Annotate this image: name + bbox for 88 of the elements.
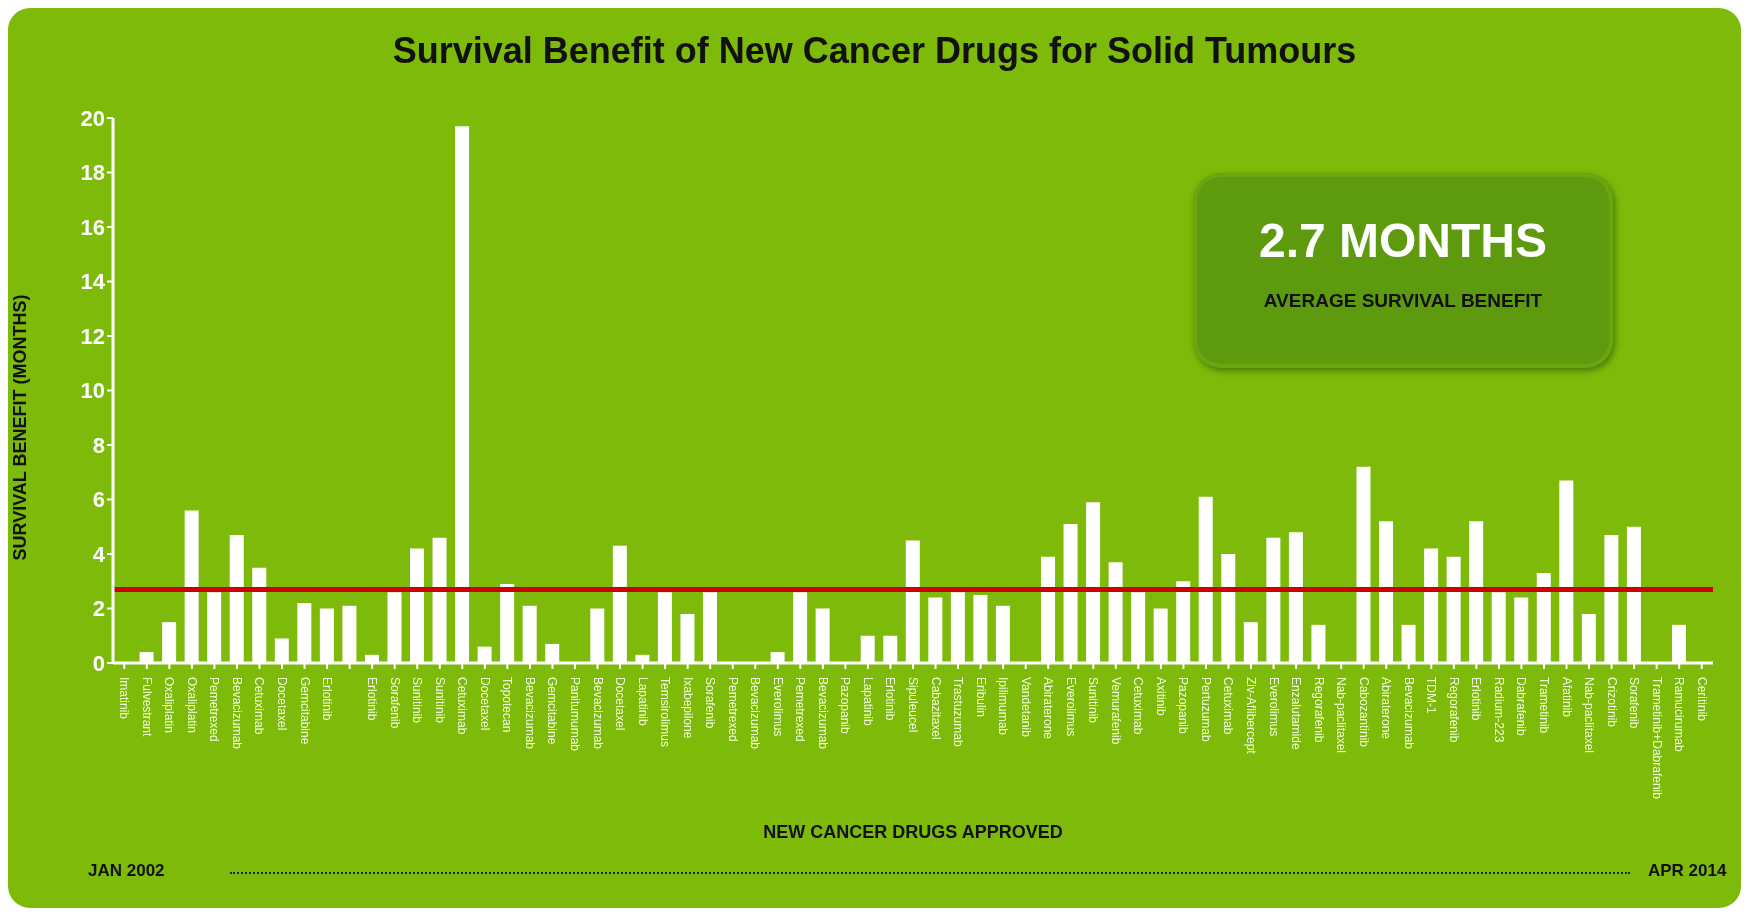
x-tick-label: Sorafenib: [1627, 677, 1642, 729]
y-tick-label: 0: [92, 650, 105, 676]
y-tick-label: 16: [80, 214, 105, 240]
x-tick-label: Dabrafenib: [1514, 677, 1529, 737]
x-tick-label: Oxaliplatin: [184, 677, 199, 734]
x-tick-label: Lapatinib: [635, 677, 650, 727]
x-tick-label: Abiraterone: [1379, 677, 1394, 740]
y-tick-label: 4: [92, 541, 106, 567]
x-tick-label: Lapatinib: [860, 677, 875, 727]
x-tick-label: Cabozantinib: [1356, 677, 1371, 748]
x-axis-title: NEW CANCER DRUGS APPROVED: [763, 822, 1063, 842]
x-tick-label: Pemetrexed: [207, 677, 222, 742]
y-tick-label: 6: [92, 487, 105, 513]
x-tick-label: Imatinib: [117, 677, 132, 720]
x-tick-label: Panitumumab: [567, 677, 582, 752]
x-tick-label: Docetaxel: [613, 677, 628, 731]
x-tick-label: Trametinib+Dabrafenib: [1649, 677, 1664, 800]
y-tick-label: 12: [80, 323, 105, 349]
x-tick-label: Everolimus: [1266, 677, 1281, 737]
x-tick-label: Bevacizumab: [229, 677, 244, 750]
x-tick-label: Trastuzumab: [951, 677, 966, 747]
x-tick-label: Ceritinib: [1694, 677, 1709, 722]
x-tick-label: Eribulin: [973, 677, 988, 718]
x-tick-label: Ipilimumab: [996, 677, 1011, 736]
x-tick-label: Everolimus: [770, 677, 785, 737]
x-tick-label: Nab-paclitaxel: [1582, 677, 1597, 754]
annotation: 2.7 MONTHS: [1257, 213, 1548, 268]
x-tick-label: Bevacizumab: [1401, 677, 1416, 750]
x-tick-label: Sorafenib: [703, 677, 718, 729]
y-tick-label: 14: [80, 269, 106, 295]
x-tick-label: Pazopanib: [1176, 677, 1191, 735]
x-tick-label: Afatinib: [1559, 677, 1574, 718]
x-tick-label: Erlotinib: [365, 677, 380, 721]
x-tick-label: Cetuximab: [1131, 677, 1146, 735]
x-tick-label: Sunitinib: [1086, 677, 1101, 724]
y-tick-label: 18: [80, 160, 105, 186]
x-tick-label: Docetaxel: [275, 677, 290, 731]
chart-title: Survival Benefit of New Cancer Drugs for Solid Tumours: [391, 30, 1358, 72]
x-tick-label: Cetuximab: [252, 677, 267, 735]
x-tick-label: Erlotinib: [883, 677, 898, 721]
y-tick-label: 2: [92, 596, 105, 622]
x-tick-label: Pertuzumab: [1198, 677, 1213, 743]
x-tick-label: Nab-paclitaxel: [1334, 677, 1349, 754]
x-tick-label: Cabazitaxel: [928, 677, 943, 740]
x-tick-label: Sorafenib: [387, 677, 402, 729]
y-tick-label: 20: [80, 105, 105, 131]
x-tick-label: Ziv-Aflibercept: [1244, 677, 1259, 755]
x-tick-label: Bevacizumab: [748, 677, 763, 750]
x-tick-label: Radium-223: [1491, 677, 1506, 743]
annotation: AVERAGE SURVIVAL BENEFIT: [1262, 290, 1544, 312]
x-tick-label: Temsirolimus: [658, 677, 673, 748]
x-tick-label: Axitinib: [1153, 677, 1168, 717]
x-tick-label: Pemetrexed: [793, 677, 808, 742]
x-tick-label: Trametinib: [1536, 677, 1551, 734]
y-tick-label: 8: [92, 432, 105, 458]
x-tick-label: Bevacizumab: [815, 677, 830, 750]
x-tick-label: Sunitinib: [410, 677, 425, 724]
x-tick-label: Sunitinib: [432, 677, 447, 724]
x-tick-label: Everolimus: [1063, 677, 1078, 737]
text: JAN 2002: [88, 861, 165, 881]
x-tick-label: Pemetrexed: [725, 677, 740, 742]
x-tick-label: Enzalutamide: [1289, 677, 1304, 751]
y-tick-label: 10: [80, 378, 105, 404]
y-axis-title: SURVIVAL BENEFIT (MONTHS): [10, 294, 31, 561]
x-tick-label: Erlotinib: [320, 677, 335, 721]
x-tick-label: Crizotinib: [1604, 677, 1619, 728]
x-tick-label: Regorafenib: [1446, 677, 1461, 743]
x-tick-label: Pazopanib: [838, 677, 853, 735]
x-tick-label: Gemcitabine: [297, 677, 312, 745]
text: APR 2014: [1648, 861, 1727, 881]
x-tick-label: Cetuximab: [1221, 677, 1236, 735]
x-tick-label: Vandetanib: [1018, 677, 1033, 738]
x-tick-label: Vemurafenib: [1108, 677, 1123, 745]
x-tick-label: TDM-1: [1424, 677, 1439, 714]
x-tick-label: Erlotinib: [1469, 677, 1484, 721]
x-tick-label: Ramucirumab: [1672, 677, 1687, 753]
x-tick-label: Gemcitabine: [545, 677, 560, 745]
x-tick-label: Sipuleucel: [906, 677, 920, 733]
x-tick-label: Bevacizumab: [590, 677, 605, 750]
x-tick-label: Ixabepilone: [680, 677, 695, 739]
x-tick-label: Docetaxel: [477, 677, 492, 731]
x-tick-label: Bevacizumab: [522, 677, 537, 750]
x-tick-label: Topotecan: [500, 677, 515, 733]
x-tick-label: Fulvestrant: [139, 677, 154, 738]
x-tick-label: Oxaliplatin: [162, 677, 177, 734]
x-tick-label: Abiraterone: [1041, 677, 1056, 740]
x-tick-label: Cetuximab: [455, 677, 470, 735]
x-tick-label: Regorafenib: [1311, 677, 1326, 743]
